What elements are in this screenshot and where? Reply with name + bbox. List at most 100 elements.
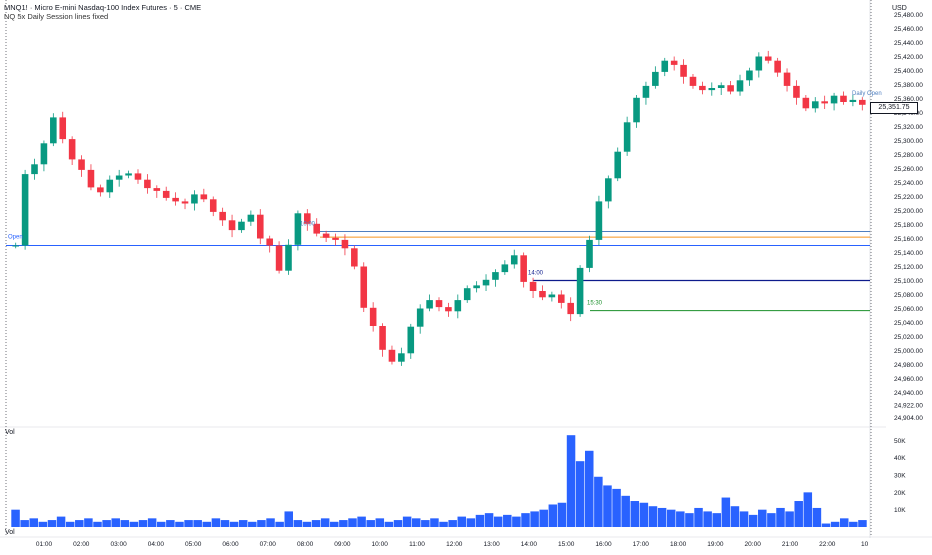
candle-body [567,302,574,315]
volume-bar [639,502,649,527]
candle-body [238,221,245,231]
volume-bar [175,521,184,527]
y-tick-label: 24,980.00 [894,362,923,369]
candle-body [162,190,170,198]
candle-body [670,60,678,65]
candle-body [699,85,706,91]
candle-body [708,88,716,91]
candle-body [78,159,85,170]
x-tick-label: 07:00 [260,541,277,548]
candle-body [50,117,57,144]
x-tick-label: 06:00 [222,541,239,548]
annotation-1000: 10:00 [300,222,316,228]
y-tick-label: 24,960.00 [894,376,923,383]
volume-bar [575,461,585,527]
volume-bar [785,511,794,527]
volume-bar [56,516,66,527]
candle-body [12,245,19,247]
y-tick-label: 25,480.00 [894,12,923,19]
candle-body [172,197,179,202]
volume-bar [393,520,403,527]
volume-bar [812,507,822,527]
volume-bar [767,513,776,527]
volume-bar [266,518,275,527]
volume-bar [676,511,685,527]
y-tick-label: 25,360.00 [894,96,923,103]
volume-bar [803,492,813,527]
candle-body [351,248,358,267]
volume-bar [138,520,148,527]
volume-bar [157,521,166,527]
candle-body [793,85,800,98]
volume-bar [75,520,84,527]
volume-bar [84,518,93,527]
volume-bar [129,521,139,527]
candle-body [557,294,565,303]
candle-body [21,174,29,246]
y-tick-label: 25,460.00 [894,26,923,33]
candle-body [435,300,443,308]
volume-pane-label: Vol [5,429,15,436]
x-tick-label: 20:00 [745,541,762,548]
candle-body [595,201,603,240]
volume-bar [357,516,366,527]
candle-body [153,188,161,191]
volume-bar [38,521,48,527]
candle-body [586,239,593,268]
candle-body [398,353,405,362]
candle-body [746,70,753,81]
candle-body [614,151,622,179]
volume-bar [603,485,612,527]
y-tick-label: 25,320.00 [894,124,923,131]
candle-body [661,60,669,72]
x-tick-label: 03:00 [110,541,127,548]
volume-bar [703,511,712,527]
candle-body [680,64,687,77]
y-tick-label: 25,100.00 [894,278,923,285]
volume-bar [211,518,221,527]
volume-bar [339,520,348,527]
volume-bar [65,521,75,527]
y-tick-label: 24,922.00 [894,403,923,410]
x-tick-label: 19:00 [707,541,724,548]
volume-bar [503,514,512,527]
y-tick-label: 25,000.00 [894,348,923,355]
chart-title: MNQ1! · Micro E-mini Nasdaq-100 Index Fu… [4,3,202,12]
volume-bar [366,520,375,527]
annotation-daily-open: Daily Open [852,91,882,97]
candle-body [31,164,38,175]
candle-body [454,300,462,312]
volume-bar [712,513,721,527]
candle-body [134,173,142,180]
candle-body [144,179,151,189]
volume-bar [466,518,476,527]
y-tick-label: 25,200.00 [894,208,923,215]
x-tick-label: 14:00 [521,541,538,548]
candle-body [774,60,781,73]
volume-bar [548,504,558,527]
volume-bar [47,520,57,527]
candle-body [115,175,123,180]
candle-body [859,99,866,105]
candle-body [219,211,226,221]
candle-body [200,194,208,200]
volume-bar [102,520,111,527]
candle-body [125,173,132,176]
x-tick-label: 18:00 [670,541,687,548]
y-tick-label: 25,240.00 [894,180,923,187]
volume-bar [594,476,603,527]
candle-body [727,85,734,92]
candle-body [426,300,433,309]
annotation-1530: 15:30 [587,301,603,307]
volume-bar [730,506,740,527]
volume-tick-label: 40K [894,455,906,462]
candle-body [840,95,847,102]
volume-bar [293,520,303,527]
candle-body [369,307,377,326]
candle-body [473,285,480,289]
candle-body [501,264,509,273]
candle-body [416,308,424,327]
volume-bar [248,521,257,527]
